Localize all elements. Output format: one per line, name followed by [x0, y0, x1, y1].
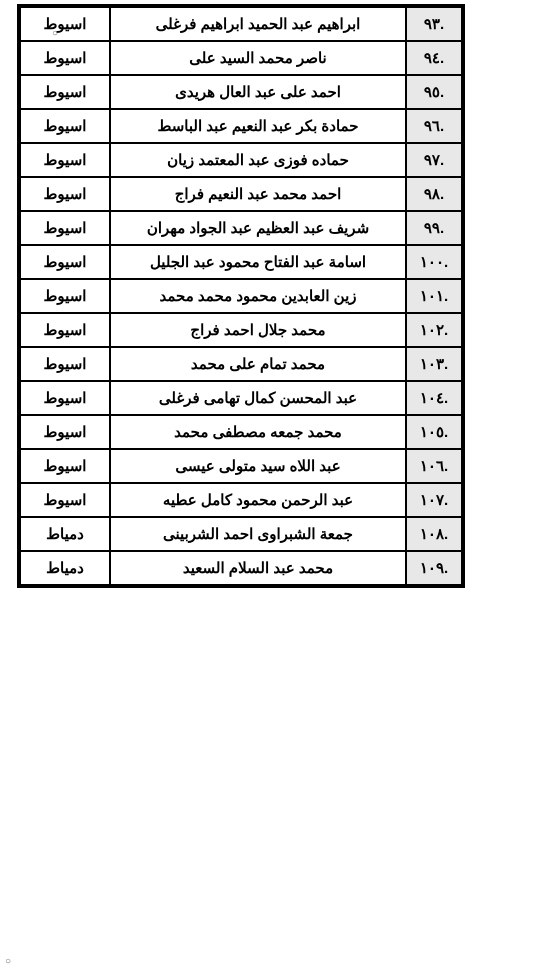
row-number: .١٠٤ — [406, 381, 462, 415]
row-city: اسيوط — [20, 7, 110, 41]
table-row: .١٠٤عبد المحسن كمال تهامى فرغلىاسيوط — [20, 381, 462, 415]
table-row: .٩٤ناصر محمد السيد علىاسيوط — [20, 41, 462, 75]
row-city: اسيوط — [20, 415, 110, 449]
row-city: اسيوط — [20, 483, 110, 517]
row-number: .١٠٧ — [406, 483, 462, 517]
row-city: اسيوط — [20, 449, 110, 483]
row-name: عبد المحسن كمال تهامى فرغلى — [110, 381, 406, 415]
row-name: حماده فوزى عبد المعتمد زيان — [110, 143, 406, 177]
row-city: اسيوط — [20, 313, 110, 347]
row-number: .٩٦ — [406, 109, 462, 143]
row-city: اسيوط — [20, 177, 110, 211]
row-number: .١٠٥ — [406, 415, 462, 449]
row-number: .٩٧ — [406, 143, 462, 177]
row-number: .٩٩ — [406, 211, 462, 245]
table-row: .١٠٦عبد اللاه سيد متولى عيسىاسيوط — [20, 449, 462, 483]
row-number: .١٠٠ — [406, 245, 462, 279]
row-city: اسيوط — [20, 347, 110, 381]
decorative-dot: ○ — [5, 956, 11, 967]
names-table-container: .٩٣ابراهيم عبد الحميد ابراهيم فرغلىاسيوط… — [17, 4, 465, 588]
row-city: اسيوط — [20, 245, 110, 279]
row-city: اسيوط — [20, 211, 110, 245]
row-number: .١٠٣ — [406, 347, 462, 381]
table-row: .٩٩شريف عبد العظيم عبد الجواد مهراناسيوط — [20, 211, 462, 245]
row-name: جمعة الشبراوى احمد الشربينى — [110, 517, 406, 551]
row-city: اسيوط — [20, 279, 110, 313]
table-row: .١٠٨جمعة الشبراوى احمد الشربينىدمياط — [20, 517, 462, 551]
row-number: .٩٨ — [406, 177, 462, 211]
table-row: .٩٦حمادة بكر عبد النعيم عبد الباسطاسيوط — [20, 109, 462, 143]
row-city: دمياط — [20, 517, 110, 551]
row-name: حمادة بكر عبد النعيم عبد الباسط — [110, 109, 406, 143]
row-number: .١٠٩ — [406, 551, 462, 585]
table-row: .١٠٥محمد جمعه مصطفى محمداسيوط — [20, 415, 462, 449]
table-row: .٩٨احمد محمد عبد النعيم فراجاسيوط — [20, 177, 462, 211]
table-row: .٩٧حماده فوزى عبد المعتمد زياناسيوط — [20, 143, 462, 177]
row-name: شريف عبد العظيم عبد الجواد مهران — [110, 211, 406, 245]
table-row: .١٠٠اسامة عبد الفتاح محمود عبد الجليلاسي… — [20, 245, 462, 279]
row-city: اسيوط — [20, 109, 110, 143]
row-city: اسيوط — [20, 381, 110, 415]
row-name: محمد جلال احمد فراج — [110, 313, 406, 347]
row-number: .٩٣ — [406, 7, 462, 41]
table-row: .١٠١زين العابدين محمود محمد محمداسيوط — [20, 279, 462, 313]
row-city: اسيوط — [20, 143, 110, 177]
row-number: .١٠٨ — [406, 517, 462, 551]
table-row: .١٠٧عبد الرحمن محمود كامل عطيهاسيوط — [20, 483, 462, 517]
decorative-dot: ○ — [52, 28, 58, 39]
row-city: دمياط — [20, 551, 110, 585]
row-city: اسيوط — [20, 41, 110, 75]
row-name: احمد على عبد العال هريدى — [110, 75, 406, 109]
row-number: .٩٤ — [406, 41, 462, 75]
row-name: اسامة عبد الفتاح محمود عبد الجليل — [110, 245, 406, 279]
row-name: احمد محمد عبد النعيم فراج — [110, 177, 406, 211]
table-row: .٩٥احمد على عبد العال هريدىاسيوط — [20, 75, 462, 109]
row-number: .١٠٢ — [406, 313, 462, 347]
table-row: .١٠٩محمد عبد السلام السعيددمياط — [20, 551, 462, 585]
row-name: ناصر محمد السيد على — [110, 41, 406, 75]
row-name: عبد اللاه سيد متولى عيسى — [110, 449, 406, 483]
row-name: زين العابدين محمود محمد محمد — [110, 279, 406, 313]
row-name: ابراهيم عبد الحميد ابراهيم فرغلى — [110, 7, 406, 41]
row-name: محمد تمام على محمد — [110, 347, 406, 381]
row-name: محمد جمعه مصطفى محمد — [110, 415, 406, 449]
table-row: .٩٣ابراهيم عبد الحميد ابراهيم فرغلىاسيوط — [20, 7, 462, 41]
row-name: محمد عبد السلام السعيد — [110, 551, 406, 585]
row-name: عبد الرحمن محمود كامل عطيه — [110, 483, 406, 517]
names-table: .٩٣ابراهيم عبد الحميد ابراهيم فرغلىاسيوط… — [19, 6, 463, 586]
row-number: .١٠١ — [406, 279, 462, 313]
table-row: .١٠٣محمد تمام على محمداسيوط — [20, 347, 462, 381]
table-row: .١٠٢محمد جلال احمد فراجاسيوط — [20, 313, 462, 347]
row-city: اسيوط — [20, 75, 110, 109]
row-number: .١٠٦ — [406, 449, 462, 483]
row-number: .٩٥ — [406, 75, 462, 109]
